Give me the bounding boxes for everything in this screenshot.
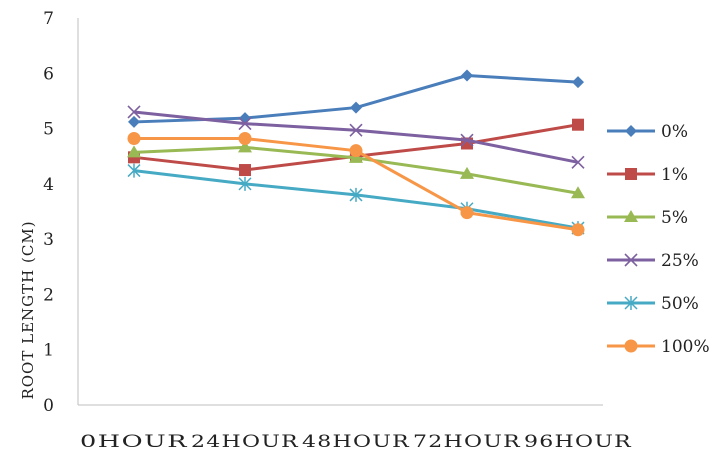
y-axis-title: ROOT LENGTH (CM) [19,220,37,399]
y-tick-label: 4 [43,175,54,195]
data-point [127,105,141,119]
legend-marker [625,125,637,137]
legend-label: 50% [661,294,699,314]
data-point [238,176,252,191]
data-point [571,223,585,237]
legend-item: 50% [607,294,699,314]
series-group [127,69,585,237]
data-point [128,115,140,128]
y-tick-label: 5 [43,120,54,140]
legend-label: 1% [661,165,688,185]
data-point [238,117,252,131]
axes [77,18,603,406]
y-tick-label: 0 [43,396,54,416]
y-tick-label: 7 [43,9,54,29]
y-tick-label: 1 [43,341,54,361]
data-point [461,69,473,82]
y-tick-label: 3 [43,230,54,250]
legend-item: 1% [607,165,688,185]
legend-item: 25% [607,251,699,271]
legend-marker [624,253,638,267]
data-point [127,132,141,146]
x-tick-label: 48HOUR [302,432,410,452]
series-25pct [127,105,585,169]
y-tick-label: 2 [43,285,54,305]
data-point [239,164,251,177]
series-100pct [127,132,585,237]
data-point [350,101,362,114]
data-point [571,186,585,199]
legend-label: 0% [661,122,688,142]
legend-label: 100% [661,337,710,357]
data-point [460,166,474,179]
data-point [238,132,252,146]
y-tick-labels: 0 1 2 3 4 5 6 7 [43,9,54,416]
legend-label: 5% [661,208,688,228]
legend-item: 0% [607,122,688,142]
y-tick-label: 6 [43,64,54,84]
data-point [349,144,363,158]
data-point [238,140,252,153]
data-point [572,118,584,131]
data-point [127,145,141,158]
legend-item: 100% [607,337,710,357]
x-tick-label: 0HOUR [80,432,188,452]
data-point [349,187,363,202]
data-point [572,76,584,89]
x-tick-label: 72HOUR [413,432,521,452]
x-tick-labels: 0HOUR 24HOUR 48HOUR 72HOUR 96HOUR [80,432,632,452]
x-tick-label: 96HOUR [524,432,632,452]
series-5pct [127,140,585,199]
data-point [460,206,474,220]
legend-marker [624,210,638,222]
legend-label: 25% [661,251,699,271]
data-point [571,155,585,169]
series-line [133,73,579,124]
legend-marker [624,339,638,353]
legend-marker [625,168,637,180]
series-50pct [127,163,585,236]
data-point [349,123,363,137]
legend: 0% 1% 5% 25% 50% 100% [607,122,710,357]
legend-marker [624,296,638,310]
data-point [127,163,141,178]
data-point [460,133,474,147]
legend-item: 5% [607,208,688,228]
x-tick-label: 24HOUR [191,432,299,452]
